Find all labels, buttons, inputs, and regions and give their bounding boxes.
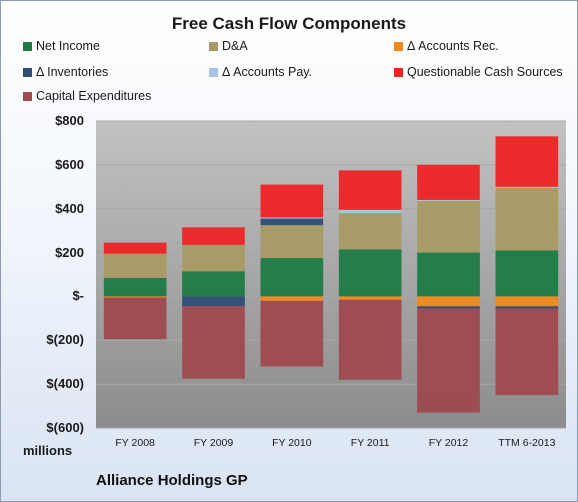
y-tick-label: $800: [55, 113, 84, 128]
units-label: millions: [23, 443, 73, 458]
legend-label: Δ Accounts Pay.: [222, 65, 313, 79]
bar-segment: [338, 170, 402, 210]
x-tick-label: FY 2011: [350, 437, 390, 449]
x-tick-label: TTM 6-2013: [498, 437, 556, 449]
bar-segment: [338, 209, 402, 214]
legend-label: Capital Expenditures: [36, 89, 152, 103]
bar-segment: [417, 308, 480, 413]
legend-label: Δ Accounts Rec.: [407, 39, 499, 53]
bar-segment: [260, 184, 324, 218]
bar-segment: [338, 249, 402, 297]
bar-segment: [417, 199, 480, 202]
y-tick-label: $(200): [46, 332, 84, 348]
legend-swatch: [23, 67, 32, 77]
bar-segment: [103, 277, 167, 297]
bar-segment: [182, 244, 245, 272]
bar-segment: [338, 296, 402, 300]
bar-segment: [495, 250, 559, 297]
bar-segment: [260, 217, 324, 219]
bar-segment: [338, 299, 402, 380]
legend-item: Δ Accounts Pay.: [209, 65, 312, 79]
legend-item: Δ Inventories: [23, 65, 108, 79]
x-tick-label: FY 2008: [115, 437, 155, 449]
bar-segment: [417, 306, 480, 309]
y-tick-label: $(400): [46, 376, 84, 392]
bar-segment: [417, 201, 480, 253]
bar-segment: [417, 296, 480, 307]
bar-segment: [182, 227, 245, 245]
legend-swatch: [209, 67, 218, 77]
bar-segment: [103, 297, 167, 340]
x-tick-label: FY 2009: [193, 437, 234, 449]
bar-segment: [103, 253, 167, 278]
bar-segment: [495, 308, 559, 396]
bar-segment: [495, 187, 559, 251]
plot-background: [96, 121, 566, 428]
y-tick-label: $-: [72, 288, 84, 304]
legend-item: Capital Expenditures: [23, 89, 151, 103]
bar-segment: [260, 300, 324, 367]
legend-item: Net Income: [23, 39, 100, 53]
bar-segment: [495, 306, 559, 309]
legend-label: D&A: [222, 39, 248, 53]
legend-swatch: [209, 41, 218, 51]
legend-label: Δ Inventories: [36, 65, 109, 79]
y-tick-label: $(600): [46, 420, 84, 435]
bar-segment: [495, 136, 559, 187]
bar-segment: [338, 213, 402, 250]
chart-title: Free Cash Flow Components: [171, 14, 407, 33]
bar-segment: [182, 296, 245, 307]
bar-segment: [182, 271, 245, 297]
bar-segment: [260, 258, 324, 297]
bar-segment: [417, 164, 480, 200]
legend-swatch: [394, 67, 403, 77]
legend-label: Net Income: [36, 39, 100, 53]
y-tick-label: $400: [55, 200, 84, 216]
legend-item: Δ Accounts Rec.: [394, 39, 499, 53]
legend-label: Questionable Cash Sources: [407, 65, 563, 79]
bar-segment: [417, 252, 480, 297]
legend-swatch: [23, 91, 32, 101]
bar-segment: [103, 242, 167, 254]
bar-segment: [495, 296, 559, 307]
bar-segment: [103, 296, 167, 298]
legend-item: D&A: [209, 39, 248, 53]
y-tick-label: $600: [55, 156, 84, 172]
bar-segment: [495, 186, 559, 188]
bar-segment: [182, 306, 245, 379]
bar-segment: [260, 296, 324, 301]
bar-segment: [260, 225, 324, 259]
footer-company-name: Alliance Holdings GP: [96, 472, 248, 489]
legend-item: Questionable Cash Sources: [394, 65, 563, 79]
x-tick-label: FY 2010: [272, 437, 312, 449]
x-tick-label: FY 2012: [428, 437, 469, 449]
y-tick-label: $200: [55, 244, 84, 260]
legend-swatch: [394, 41, 403, 51]
bar-segment: [260, 218, 324, 226]
legend-swatch: [23, 41, 32, 51]
